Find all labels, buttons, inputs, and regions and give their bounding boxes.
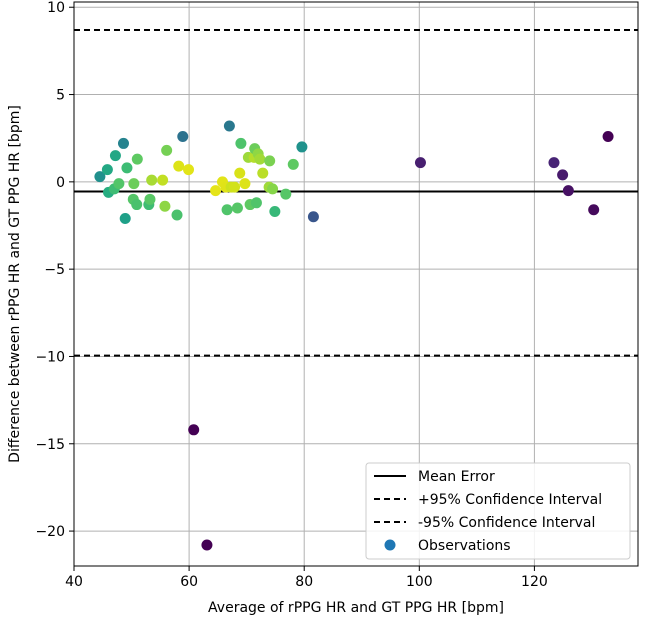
- observation-point: [101, 164, 113, 176]
- legend-box: [365, 462, 631, 560]
- observation-point: [588, 204, 600, 216]
- y-axis-label: Difference between rPPG HR and GT PPG HR…: [7, 105, 23, 463]
- observation-point: [144, 193, 156, 205]
- observation-point: [267, 183, 279, 195]
- x-tick-label: 100: [406, 574, 433, 590]
- observation-point: [171, 209, 183, 221]
- observation-point: [307, 211, 319, 223]
- observation-point: [131, 153, 143, 165]
- legend: Mean Error +95% Confidence Interval -95%…: [365, 462, 631, 560]
- observation-point: [131, 199, 143, 211]
- y-tick-label: 5: [56, 88, 65, 104]
- observation-point: [557, 169, 569, 181]
- observation-point: [414, 157, 426, 169]
- observation-point: [121, 162, 133, 174]
- observation-point: [188, 424, 200, 436]
- x-axis-label: Average of rPPG HR and GT PPG HR [bpm]: [208, 600, 504, 616]
- y-tick-label: −15: [35, 437, 65, 453]
- observation-point: [269, 206, 281, 218]
- x-tick-label: 40: [65, 574, 83, 590]
- observation-point: [257, 167, 269, 179]
- observation-points: [94, 120, 614, 551]
- observation-point: [94, 171, 106, 183]
- legend-mean-error-label: Mean Error: [418, 469, 495, 485]
- observation-point: [287, 158, 299, 170]
- y-tick-label: −20: [35, 524, 65, 540]
- observation-point: [159, 200, 171, 212]
- observation-point: [210, 185, 222, 197]
- y-tick-label: 0: [56, 175, 65, 191]
- observation-point: [157, 174, 169, 186]
- observation-point: [128, 178, 140, 190]
- observation-point: [602, 130, 614, 142]
- reference-lines: [74, 28, 638, 357]
- observation-point: [146, 174, 158, 186]
- observation-point: [183, 164, 195, 176]
- observation-point: [177, 130, 189, 142]
- observation-point: [264, 155, 276, 167]
- observation-point: [117, 137, 129, 149]
- observation-point: [201, 539, 213, 551]
- observation-point: [250, 197, 262, 209]
- observation-point: [234, 167, 246, 179]
- observation-point: [223, 120, 235, 132]
- observation-point: [231, 202, 243, 214]
- observation-point: [562, 185, 574, 197]
- observation-point: [161, 144, 173, 156]
- observation-point: [109, 150, 121, 162]
- y-tick-label: −5: [44, 262, 65, 278]
- legend-lower-ci-label: -95% Confidence Interval: [418, 515, 595, 531]
- x-tick-label: 120: [521, 574, 548, 590]
- observation-point: [548, 157, 560, 169]
- legend-observations-label: Observations: [418, 538, 511, 554]
- observation-point: [119, 213, 131, 225]
- x-tick-label: 80: [295, 574, 313, 590]
- legend-observations-marker: [384, 539, 396, 551]
- observation-point: [235, 137, 247, 149]
- observation-point: [280, 188, 292, 200]
- x-tick-label: 60: [180, 574, 198, 590]
- observation-point: [254, 153, 266, 165]
- observation-point: [113, 178, 125, 190]
- axis-ticks: 40 60 80 100 120 10 5 0 −5 −10 −15 −20: [35, 0, 547, 590]
- observation-point: [229, 181, 241, 193]
- plot-frame: [73, 1, 639, 567]
- observation-point: [296, 141, 308, 153]
- legend-upper-ci-label: +95% Confidence Interval: [418, 492, 602, 508]
- observation-point: [221, 204, 233, 216]
- y-tick-label: 10: [47, 0, 65, 16]
- observation-point: [173, 160, 185, 172]
- y-tick-label: −10: [35, 349, 65, 365]
- observation-point: [239, 178, 251, 190]
